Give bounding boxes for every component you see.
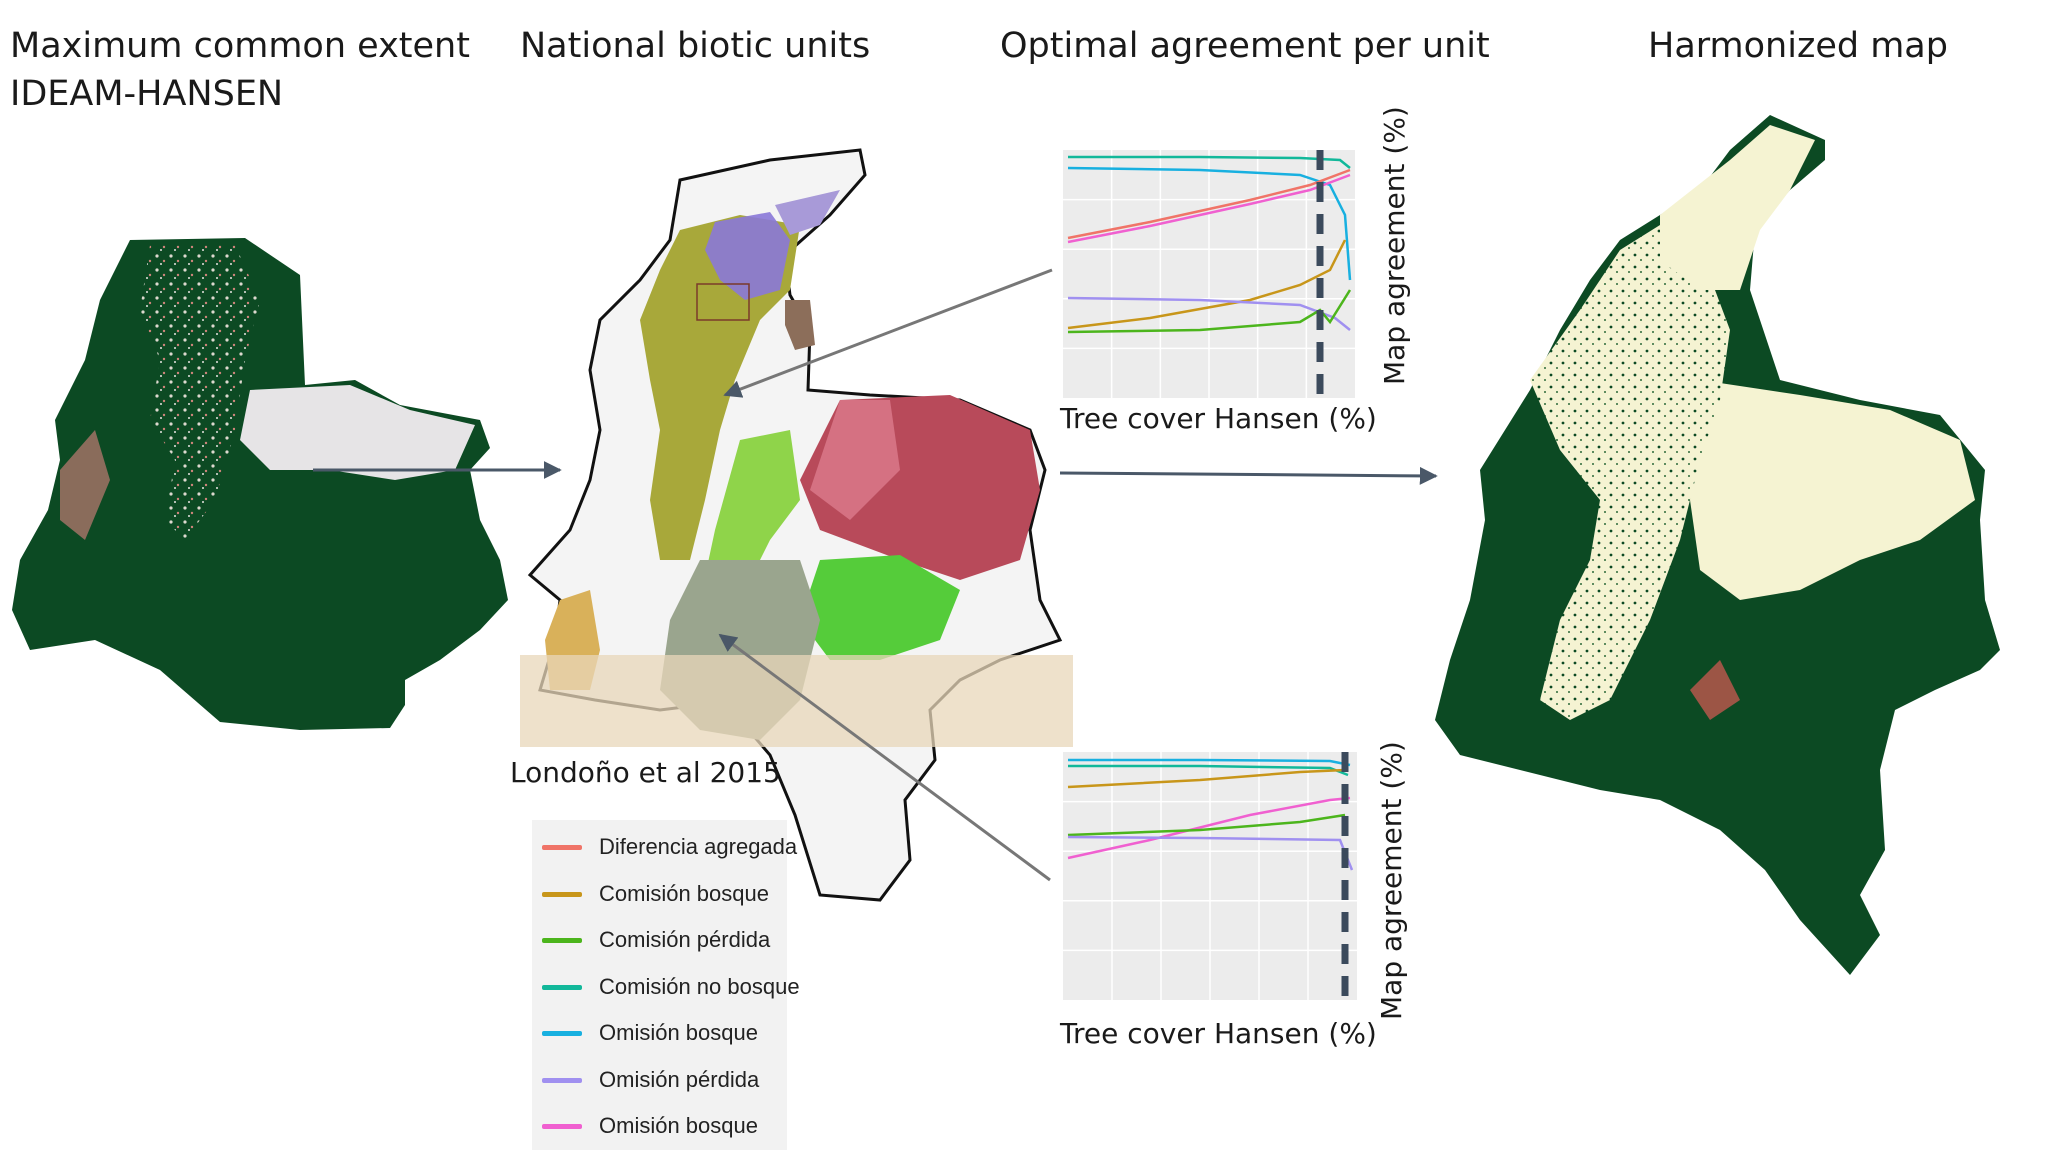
legend-label: Omisión bosque xyxy=(599,1113,758,1138)
arrow-top-chart-to-unit xyxy=(723,268,1053,398)
map-harmonized-caribbean-nonforest xyxy=(1660,125,1815,290)
legend-label: Comisión pérdida xyxy=(599,927,771,952)
legend-item: Comisión bosque xyxy=(542,871,769,917)
chart-top-x-axis-label: Tree cover Hansen (%) xyxy=(1060,402,1377,435)
legend-item: Omisión bosque xyxy=(542,1103,758,1149)
arrow-units-to-harmonized xyxy=(1059,466,1438,485)
series-line xyxy=(1067,813,1346,837)
source-credit: Londoño et al 2015 xyxy=(510,756,781,789)
map-maximum-extent-llanos xyxy=(240,385,475,480)
map-maximum-extent-land xyxy=(12,238,508,730)
legend-item: Omisión bosque xyxy=(542,1010,758,1056)
region-highlight-band xyxy=(520,655,1073,747)
panel-title-line-2: IDEAM-HANSEN xyxy=(10,74,284,114)
series-line xyxy=(1067,168,1351,240)
map-maximum-extent-pacific-patch xyxy=(60,430,110,540)
legend-label: Comisión bosque xyxy=(599,881,769,906)
map-harmonized-llanos-nonforest xyxy=(1690,380,1975,600)
legend-item: Comisión pérdida xyxy=(542,917,770,963)
study-area-box xyxy=(696,283,750,321)
panel-title-biotic-units: National biotic units xyxy=(520,26,871,66)
map-harmonized-andes-nonforest xyxy=(1530,225,1730,720)
series-line xyxy=(1067,239,1347,330)
series-line xyxy=(1067,289,1352,334)
legend-item: Comisión no bosque xyxy=(542,964,800,1010)
legend: Diferencia agregada Comisión bosque Comi… xyxy=(532,820,800,1150)
legend-item: Omisión pérdida xyxy=(542,1057,759,1103)
biotic-unit-caribbean-olive xyxy=(640,215,800,560)
biotic-unit-amazon-green xyxy=(800,555,960,660)
series-line xyxy=(1068,155,1351,169)
biotic-unit-orinoquia-light xyxy=(810,400,900,520)
legend-label: Comisión no bosque xyxy=(599,974,800,999)
biotic-unit-north-violet xyxy=(705,212,790,300)
biotic-unit-andes-green xyxy=(700,430,800,600)
biotic-unit-guajira-violet xyxy=(775,190,840,235)
chart-top-series xyxy=(1067,155,1352,334)
chart-bottom-series xyxy=(1067,758,1354,871)
map-harmonized xyxy=(1435,115,2000,975)
map-biotic-units xyxy=(520,148,1073,902)
legend-label: Omisión bosque xyxy=(599,1020,758,1045)
legend-swatch xyxy=(542,891,582,897)
biotic-unit-catatumbo-brown xyxy=(785,300,815,350)
chart-bottom-y-axis-label: Map agreement (%) xyxy=(1375,741,1408,1020)
chart-top-gridlines xyxy=(1063,150,1355,398)
series-line xyxy=(1067,166,1352,281)
legend-swatch xyxy=(542,1123,582,1129)
map-maximum-extent xyxy=(12,238,508,730)
chart-top-y-axis-label: Map agreement (%) xyxy=(1378,106,1411,385)
panel-title-maximum-extent: Maximum common extent IDEAM-HANSEN xyxy=(10,22,470,118)
series-line xyxy=(1068,758,1351,767)
legend-swatch xyxy=(542,1030,582,1036)
legend-swatch xyxy=(542,984,582,990)
series-line xyxy=(1067,296,1351,331)
series-line xyxy=(1067,768,1346,789)
chart-top xyxy=(1063,150,1355,398)
legend-swatch xyxy=(542,1077,582,1083)
chart-bottom xyxy=(1063,752,1357,1000)
legend-swatch xyxy=(542,937,582,943)
series-line xyxy=(1067,796,1351,860)
legend-swatch xyxy=(542,844,582,850)
chart-bottom-x-axis-label: Tree cover Hansen (%) xyxy=(1060,1017,1377,1050)
legend-item: Diferencia agregada xyxy=(542,824,797,870)
panel-title-line-1: Maximum common extent xyxy=(10,26,470,66)
map-harmonized-deforestation-patch xyxy=(1690,660,1740,720)
legend-label: Omisión pérdida xyxy=(599,1067,760,1092)
arrow-bottom-chart-to-unit xyxy=(718,633,1051,882)
panel-title-harmonized-map: Harmonized map xyxy=(1648,26,1948,66)
legend-label: Diferencia agregada xyxy=(599,834,798,859)
panel-title-optimal-agreement: Optimal agreement per unit xyxy=(1000,26,1490,66)
map-maximum-extent-andes-deforestation xyxy=(140,245,260,540)
chart-bottom-gridlines xyxy=(1063,752,1357,1000)
